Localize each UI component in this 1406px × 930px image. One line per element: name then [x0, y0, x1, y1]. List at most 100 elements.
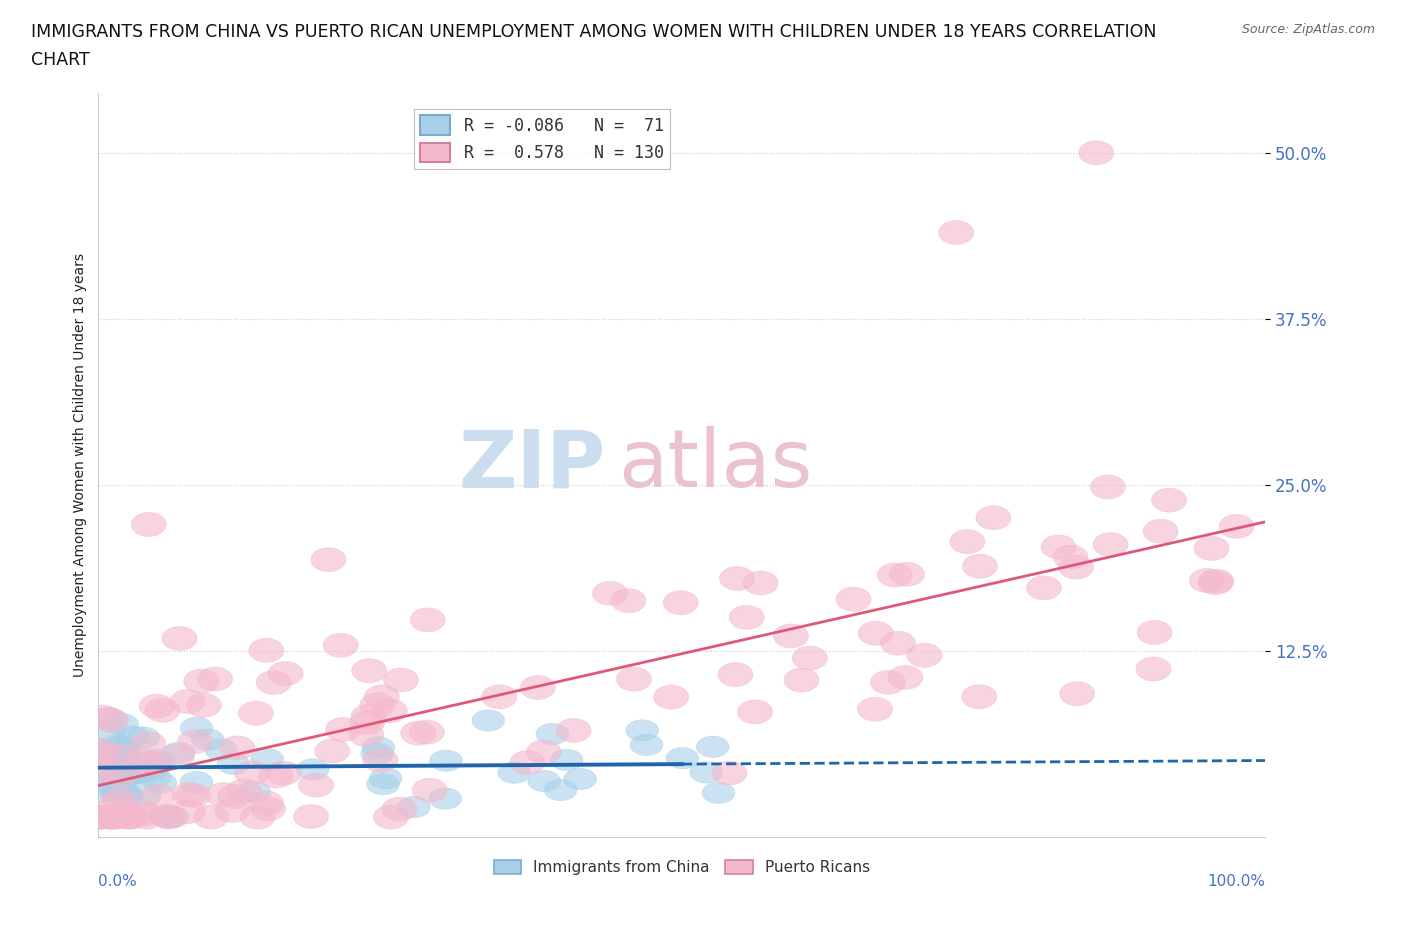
Ellipse shape	[250, 797, 285, 821]
Ellipse shape	[83, 738, 115, 760]
Ellipse shape	[510, 751, 546, 775]
Ellipse shape	[240, 805, 276, 829]
Ellipse shape	[298, 773, 333, 797]
Text: 0.0%: 0.0%	[98, 874, 138, 889]
Ellipse shape	[592, 581, 627, 605]
Ellipse shape	[176, 783, 211, 807]
Ellipse shape	[93, 805, 128, 829]
Ellipse shape	[409, 720, 444, 744]
Ellipse shape	[880, 631, 915, 655]
Ellipse shape	[125, 749, 160, 773]
Ellipse shape	[134, 751, 169, 775]
Ellipse shape	[108, 740, 141, 761]
Ellipse shape	[111, 785, 143, 805]
Ellipse shape	[138, 767, 172, 789]
Ellipse shape	[1189, 568, 1225, 592]
Ellipse shape	[429, 788, 461, 809]
Ellipse shape	[1059, 555, 1094, 579]
Ellipse shape	[962, 554, 997, 578]
Ellipse shape	[1219, 514, 1254, 538]
Ellipse shape	[773, 624, 808, 648]
Ellipse shape	[520, 675, 555, 699]
Ellipse shape	[112, 766, 145, 788]
Ellipse shape	[127, 727, 160, 749]
Ellipse shape	[172, 782, 207, 806]
Ellipse shape	[360, 693, 395, 717]
Ellipse shape	[718, 662, 752, 686]
Ellipse shape	[907, 644, 942, 668]
Ellipse shape	[325, 718, 360, 741]
Ellipse shape	[114, 756, 148, 777]
Ellipse shape	[412, 778, 447, 802]
Ellipse shape	[889, 666, 922, 689]
Ellipse shape	[150, 804, 186, 829]
Ellipse shape	[163, 742, 195, 764]
Ellipse shape	[557, 719, 591, 742]
Ellipse shape	[666, 748, 699, 769]
Ellipse shape	[180, 717, 212, 738]
Ellipse shape	[159, 745, 194, 768]
Ellipse shape	[84, 738, 118, 760]
Ellipse shape	[97, 805, 132, 829]
Ellipse shape	[720, 566, 755, 591]
Ellipse shape	[84, 805, 120, 829]
Ellipse shape	[384, 668, 419, 692]
Ellipse shape	[361, 743, 394, 764]
Ellipse shape	[94, 709, 128, 732]
Ellipse shape	[84, 705, 120, 729]
Ellipse shape	[107, 748, 139, 768]
Ellipse shape	[197, 667, 232, 691]
Ellipse shape	[219, 736, 254, 760]
Ellipse shape	[205, 783, 240, 806]
Ellipse shape	[108, 765, 141, 787]
Ellipse shape	[976, 506, 1011, 530]
Ellipse shape	[170, 690, 205, 713]
Ellipse shape	[142, 752, 174, 774]
Ellipse shape	[249, 791, 284, 815]
Ellipse shape	[664, 591, 699, 615]
Ellipse shape	[1194, 537, 1229, 561]
Ellipse shape	[382, 797, 418, 821]
Ellipse shape	[217, 753, 250, 775]
Text: ZIP: ZIP	[458, 426, 606, 504]
Ellipse shape	[110, 805, 145, 829]
Ellipse shape	[215, 799, 250, 822]
Ellipse shape	[323, 633, 359, 658]
Ellipse shape	[526, 740, 561, 764]
Ellipse shape	[1136, 657, 1171, 681]
Ellipse shape	[194, 805, 229, 829]
Ellipse shape	[143, 772, 177, 793]
Ellipse shape	[311, 548, 346, 572]
Ellipse shape	[890, 563, 924, 586]
Ellipse shape	[156, 806, 188, 828]
Ellipse shape	[269, 661, 304, 685]
Ellipse shape	[101, 737, 135, 759]
Ellipse shape	[145, 698, 180, 723]
Ellipse shape	[83, 738, 118, 763]
Ellipse shape	[86, 763, 118, 784]
Ellipse shape	[696, 737, 730, 757]
Ellipse shape	[482, 684, 517, 709]
Ellipse shape	[91, 745, 125, 766]
Ellipse shape	[177, 730, 212, 753]
Ellipse shape	[266, 762, 301, 785]
Ellipse shape	[170, 800, 205, 824]
Y-axis label: Unemployment Among Women with Children Under 18 years: Unemployment Among Women with Children U…	[73, 253, 87, 677]
Ellipse shape	[131, 732, 166, 756]
Ellipse shape	[1198, 571, 1233, 594]
Ellipse shape	[1040, 535, 1076, 559]
Ellipse shape	[94, 805, 129, 829]
Ellipse shape	[630, 735, 662, 755]
Ellipse shape	[97, 769, 131, 790]
Ellipse shape	[186, 694, 221, 717]
Ellipse shape	[373, 699, 408, 723]
Ellipse shape	[430, 750, 463, 771]
Ellipse shape	[107, 742, 139, 764]
Ellipse shape	[204, 739, 238, 760]
Ellipse shape	[239, 701, 273, 725]
Ellipse shape	[82, 761, 117, 784]
Ellipse shape	[259, 764, 294, 788]
Ellipse shape	[128, 785, 162, 806]
Ellipse shape	[352, 704, 387, 728]
Ellipse shape	[364, 684, 399, 709]
